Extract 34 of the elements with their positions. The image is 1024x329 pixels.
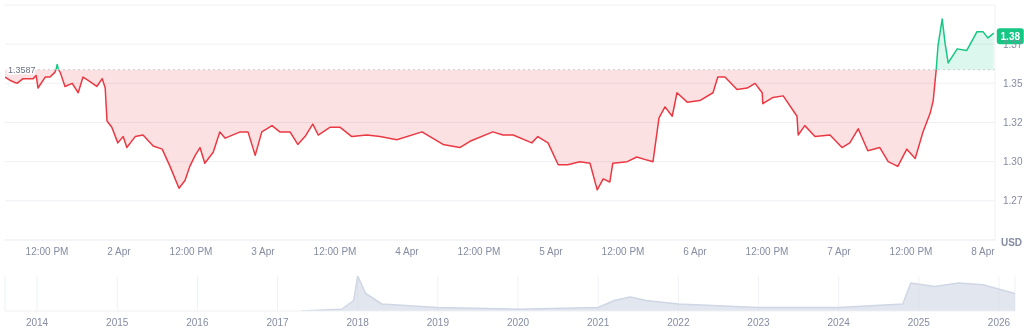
x-tick-label: 2022	[667, 317, 690, 329]
x-tick-label: 4 Apr	[395, 246, 420, 258]
x-tick-label: 2023	[747, 317, 771, 329]
x-tick-label: 2016	[186, 317, 209, 329]
x-tick-label: 2015	[106, 317, 129, 329]
x-tick-label: 5 Apr	[539, 246, 564, 258]
x-tick-label: 2018	[346, 317, 370, 329]
x-tick-label: 12:00 PM	[889, 246, 933, 258]
x-tick-label: 2019	[426, 317, 450, 329]
x-tick-label: 12:00 PM	[313, 246, 357, 258]
x-tick-label: 2024	[827, 317, 851, 329]
x-tick-label: 6 Apr	[683, 246, 708, 258]
x-tick-label: 2014	[25, 317, 49, 329]
y-tick-label: 1.32	[1003, 117, 1023, 129]
y-axis-title: USD	[1000, 236, 1023, 248]
x-tick-label: 12:00 PM	[169, 246, 213, 258]
y-tick-label: 1.30	[1003, 156, 1023, 168]
x-tick-label: 8 Apr	[971, 246, 996, 258]
y-tick-label: 1.27	[1003, 195, 1023, 207]
x-tick-label: 12:00 PM	[457, 246, 501, 258]
x-tick-label: 2025	[907, 317, 931, 329]
x-tick-label: 3 Apr	[251, 246, 276, 258]
ref-line-label: 1.3587	[8, 64, 36, 75]
x-tick-label: 2017	[266, 317, 290, 329]
x-tick-label: 2 Apr	[107, 246, 132, 258]
x-tick-label: 12:00 PM	[745, 246, 789, 258]
x-tick-label: 2021	[587, 317, 610, 329]
x-tick-label: 7 Apr	[827, 246, 852, 258]
y-tick-label: 1.35	[1003, 77, 1023, 89]
annotation: 1.38	[1000, 30, 1021, 42]
x-tick-label: 2026	[987, 317, 1011, 329]
x-tick-label: 12:00 PM	[601, 246, 645, 258]
x-tick-label: 2020	[506, 317, 530, 329]
x-tick-label: 12:00 PM	[25, 246, 69, 258]
